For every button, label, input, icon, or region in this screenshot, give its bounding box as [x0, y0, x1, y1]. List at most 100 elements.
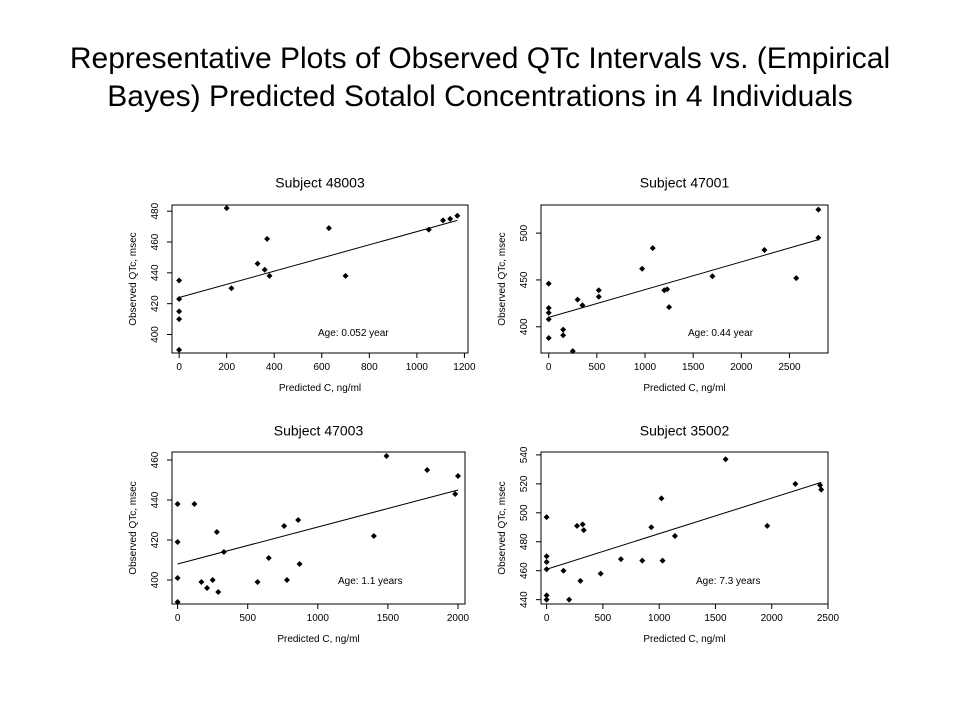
data-point — [617, 556, 624, 563]
chart-panel-3: Subject 47003 0 500 1000 1500 2000 400 420 440 46… — [128, 423, 470, 645]
data-point — [254, 260, 261, 267]
data-point — [281, 523, 288, 529]
data-point — [545, 305, 552, 312]
data-point — [176, 277, 183, 284]
data-point — [191, 501, 198, 507]
data-point — [659, 557, 666, 564]
data-point — [325, 225, 332, 232]
data-point — [764, 522, 771, 529]
y-tick-label: 440 — [150, 491, 161, 508]
data-point — [545, 280, 552, 287]
data-point — [383, 453, 390, 459]
data-point — [560, 567, 567, 574]
data-point — [666, 304, 673, 311]
x-tick-label: 500 — [595, 613, 612, 624]
data-point — [176, 308, 183, 315]
slide-title-line-2: Bayes) Predicted Sotalol Concentrations … — [107, 80, 853, 113]
x-tick-label: 0 — [175, 613, 181, 624]
x-tick-label: 1500 — [704, 613, 727, 624]
data-point — [639, 557, 646, 564]
data-point — [815, 234, 822, 241]
data-point — [579, 302, 586, 309]
x-tick-label: 1500 — [377, 613, 400, 624]
data-point — [283, 577, 290, 583]
x-tick-label: 800 — [361, 362, 378, 373]
data-point — [342, 272, 349, 279]
y-tick-label: 480 — [150, 202, 161, 219]
data-point — [174, 539, 181, 545]
y-tick-label: 420 — [150, 295, 161, 312]
x-tick-label: 500 — [239, 613, 256, 624]
y-tick-label: 440 — [519, 591, 530, 608]
data-point — [296, 561, 303, 567]
data-point — [370, 533, 377, 539]
x-tick-label: 2000 — [730, 362, 753, 373]
age-annotation: Age: 1.1 years — [338, 576, 402, 587]
data-point — [198, 579, 205, 585]
x-tick-label: 1000 — [406, 362, 429, 373]
x-tick-label: 2000 — [761, 613, 784, 624]
data-point — [664, 286, 671, 293]
y-tick-label: 480 — [519, 533, 530, 550]
data-point — [709, 273, 716, 280]
panel-title: Subject 47003 — [274, 423, 364, 439]
x-tick-label: 200 — [218, 362, 235, 373]
x-tick-label: 400 — [266, 362, 283, 373]
data-point — [174, 575, 181, 581]
data-point — [566, 596, 573, 603]
data-point — [595, 287, 602, 294]
data-point — [580, 527, 587, 534]
data-point — [543, 559, 550, 566]
y-axis-label: Observed QTc, msec — [497, 481, 508, 574]
data-point — [213, 529, 220, 535]
data-point — [545, 316, 552, 323]
data-point — [176, 296, 183, 303]
data-point — [543, 553, 550, 560]
regression-line — [546, 481, 822, 570]
panel-title: Subject 47001 — [640, 175, 730, 191]
data-point — [793, 275, 800, 282]
age-annotation: Age: 0.44 year — [688, 328, 754, 339]
regression-line — [177, 489, 459, 565]
y-tick-label: 420 — [150, 531, 161, 548]
age-annotation: Age: 7.3 years — [696, 576, 760, 587]
data-point — [545, 335, 552, 342]
data-point — [261, 266, 268, 273]
data-point — [574, 522, 581, 529]
data-point — [543, 514, 550, 521]
data-point — [577, 577, 584, 584]
data-point — [579, 521, 586, 528]
y-tick-label: 400 — [150, 571, 161, 588]
y-tick-label: 540 — [519, 446, 530, 463]
data-point — [254, 579, 261, 585]
plot-frame — [540, 451, 829, 605]
x-tick-label: 2000 — [447, 613, 470, 624]
data-point — [447, 215, 454, 222]
data-point — [440, 217, 447, 224]
data-point — [649, 245, 656, 252]
y-tick-label: 520 — [519, 475, 530, 492]
x-tick-label: 0 — [544, 613, 550, 624]
data-point — [223, 205, 230, 212]
y-tick-label: 440 — [150, 264, 161, 281]
data-point — [454, 212, 461, 219]
x-axis-label: Predicted C, ng/ml — [643, 383, 725, 394]
data-point — [266, 272, 273, 279]
slide-title-line-1: Representative Plots of Observed QTc Int… — [69, 42, 891, 75]
data-point — [574, 296, 581, 303]
data-point — [265, 555, 272, 561]
y-tick-label: 500 — [519, 504, 530, 521]
y-tick-label: 500 — [519, 224, 530, 241]
y-axis-label: Observed QTc, msec — [128, 232, 139, 325]
y-tick-label: 460 — [150, 233, 161, 250]
data-point — [176, 346, 183, 353]
x-tick-label: 0 — [546, 362, 552, 373]
x-axis-label: Predicted C, ng/ml — [277, 634, 359, 645]
data-point — [595, 293, 602, 300]
data-point — [228, 285, 235, 292]
data-point — [639, 265, 646, 272]
data-point — [543, 566, 550, 573]
data-point — [818, 486, 825, 493]
data-point — [815, 206, 822, 213]
chart-panel-1: Subject 48003 0 200 400 600 800 1000 1200 400 420… — [128, 175, 476, 394]
